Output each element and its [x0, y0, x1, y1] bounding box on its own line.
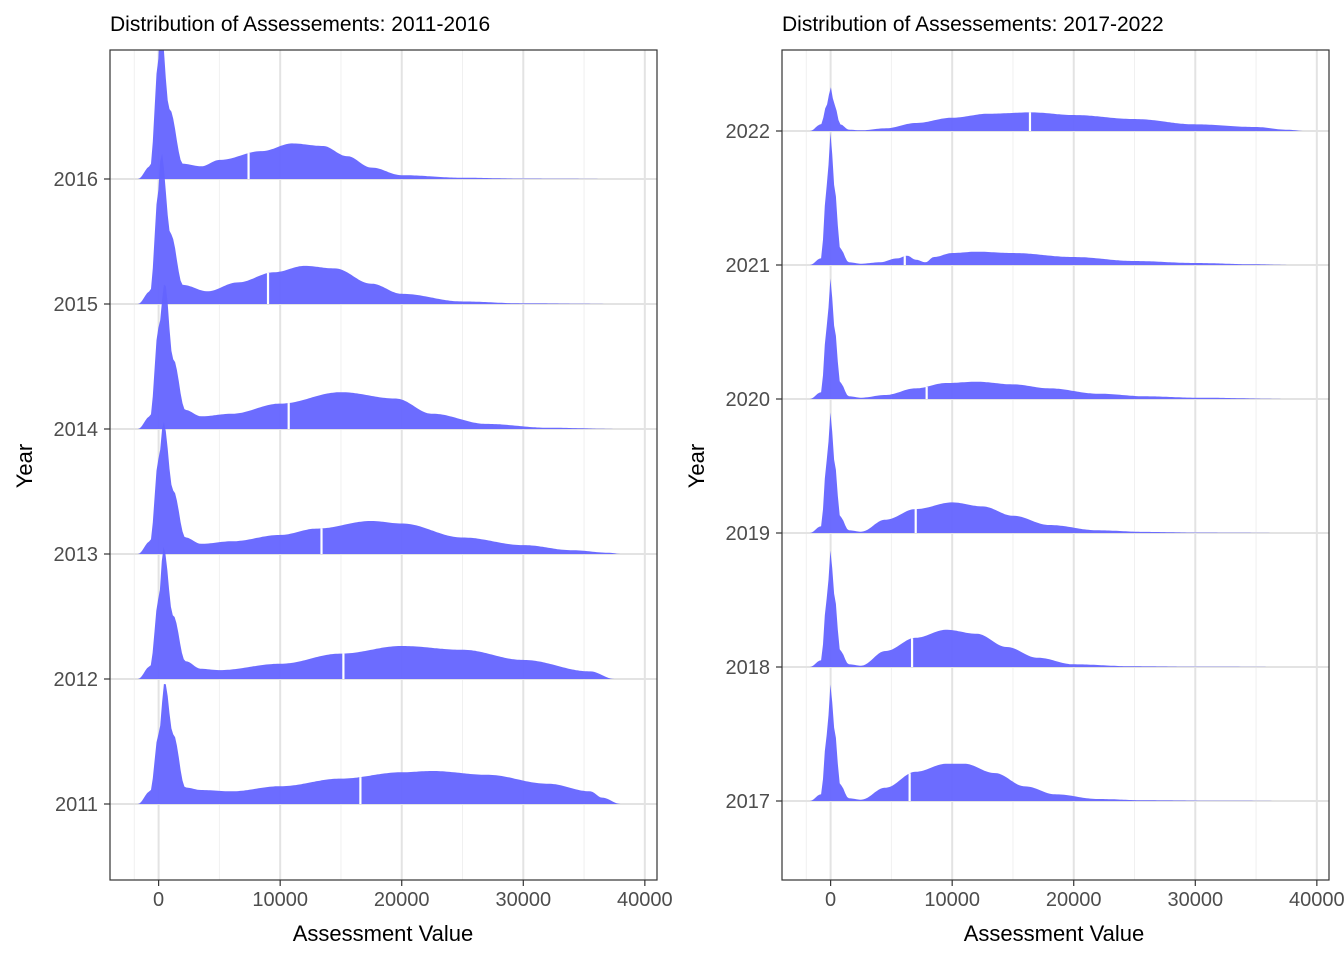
- x-tick-label: 30000: [1167, 889, 1223, 911]
- right-x-axis-label: Assessment Value: [964, 921, 1145, 946]
- y-tick-label: 2012: [54, 669, 99, 691]
- x-tick-label: 10000: [252, 889, 308, 911]
- right-y-axis-label: Year: [684, 444, 709, 488]
- y-tick-label: 2015: [54, 294, 99, 316]
- x-tick-label: 10000: [924, 889, 980, 911]
- x-tick-label: 20000: [374, 889, 430, 911]
- ridge-density-2016: [138, 50, 621, 179]
- ridges: [138, 50, 621, 804]
- panel-left: Distribution of Assessements: 2011-2016 …: [12, 13, 490, 946]
- left-panel-title: Distribution of Assessements: 2011-2016: [110, 13, 490, 36]
- y-tick-label: 2011: [55, 794, 98, 816]
- ridge-density-2015: [138, 153, 621, 304]
- ridge-density-2014: [138, 284, 621, 429]
- y-tick-label: 2013: [54, 544, 99, 566]
- ridge-density-2022: [810, 87, 1305, 131]
- y-tick-label: 2020: [726, 389, 771, 411]
- left-y-axis-label: Year: [12, 444, 37, 488]
- panel-background: [110, 50, 657, 880]
- ridges: [810, 87, 1305, 801]
- ridge-density-2013: [138, 422, 621, 554]
- ridge-density-2011: [138, 684, 621, 804]
- x-tick-label: 40000: [617, 889, 673, 911]
- y-tick-label: 2016: [54, 169, 99, 191]
- plot-area-right: 0 10000 20000 30000 40000 2017 2018 2019 2020 202…: [726, 49, 1344, 911]
- y-tick-label: 2021: [726, 255, 771, 277]
- x-tick-label: 0: [153, 889, 164, 911]
- y-tick-label: 2014: [54, 419, 99, 441]
- right-panel-title: Distribution of Assessements: 2017-2022: [782, 13, 1164, 36]
- ridge-density-2018: [810, 550, 1293, 667]
- panel-border: [781, 49, 1330, 881]
- plot-area-left: 0 10000 20000 30000 40000 2011 2012 2013 2014 201…: [54, 49, 673, 911]
- panel-background: [782, 50, 1329, 880]
- panel-border: [109, 49, 658, 881]
- ridge-density-2012: [138, 547, 615, 679]
- panel-right: Distribution of Assessements: 2017-2022 …: [684, 13, 1164, 946]
- x-tick-label: 0: [825, 889, 836, 911]
- y-tick-label: 2018: [726, 657, 771, 679]
- y-tick-label: 2017: [726, 791, 771, 813]
- x-tick-label: 30000: [495, 889, 551, 911]
- left-x-axis-label: Assessment Value: [293, 921, 474, 946]
- x-tick-label: 40000: [1289, 889, 1344, 911]
- ridge-density-2017: [810, 684, 1293, 801]
- y-tick-label: 2022: [726, 121, 771, 143]
- y-tick-label: 2019: [726, 523, 771, 545]
- x-tick-label: 20000: [1046, 889, 1102, 911]
